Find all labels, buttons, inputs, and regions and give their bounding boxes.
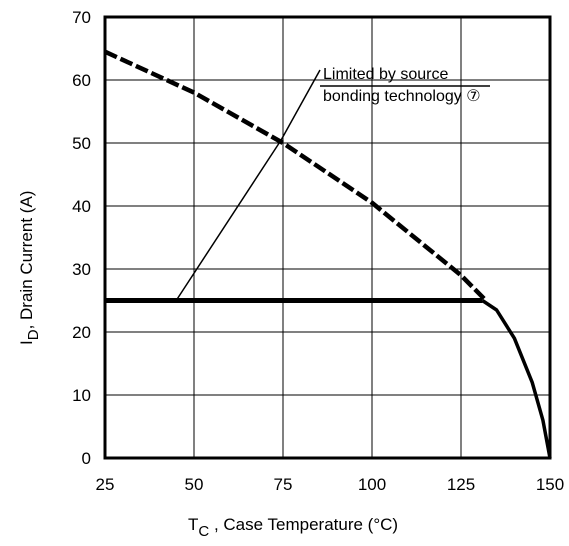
y-tick-label: 40 (72, 197, 91, 216)
x-axis-label-symbol: T (188, 515, 198, 534)
annotation-leader-line-upper (280, 69, 321, 141)
x-tick-label: 50 (185, 475, 204, 494)
annotation-leader-line-lower (175, 139, 282, 301)
y-axis-label-subscript: D (25, 329, 42, 340)
y-tick-label: 30 (72, 260, 91, 279)
x-axis-label-text: , Case Temperature (°C) (209, 515, 398, 534)
x-tick-label: 75 (274, 475, 293, 494)
y-tick-labels: 0 10 20 30 40 50 60 70 (72, 8, 91, 468)
y-tick-label: 70 (72, 8, 91, 27)
series-layer (104, 49, 552, 459)
y-tick-label: 50 (72, 134, 91, 153)
x-tick-label: 100 (358, 475, 386, 494)
y-axis-label-symbol: I (17, 340, 36, 345)
x-tick-label: 125 (447, 475, 475, 494)
annotation-text-line-2: bonding technology ⑦ (323, 88, 481, 105)
grid-lines (105, 17, 550, 458)
y-tick-label: 0 (82, 449, 91, 468)
y-tick-label: 60 (72, 71, 91, 90)
annotation-layer: Limited by source bonding technology ⑦ (175, 66, 490, 301)
x-axis-label-subscript: C (198, 523, 209, 540)
y-tick-label: 20 (72, 323, 91, 342)
y-axis-label: ID, Drain Current (A) (17, 191, 42, 345)
x-tick-label: 150 (536, 475, 564, 494)
x-tick-labels: 25 50 75 100 125 150 (96, 475, 565, 494)
y-tick-label: 10 (72, 386, 91, 405)
y-axis-label-text: , Drain Current (A) (17, 191, 36, 330)
annotation-text-line-1: Limited by source (323, 66, 448, 83)
x-axis-label: TC , Case Temperature (°C) (188, 515, 398, 540)
x-tick-label: 25 (96, 475, 115, 494)
series-line-3 (481, 299, 552, 459)
series-line-1 (104, 49, 488, 303)
plot-frame (103, 15, 552, 460)
